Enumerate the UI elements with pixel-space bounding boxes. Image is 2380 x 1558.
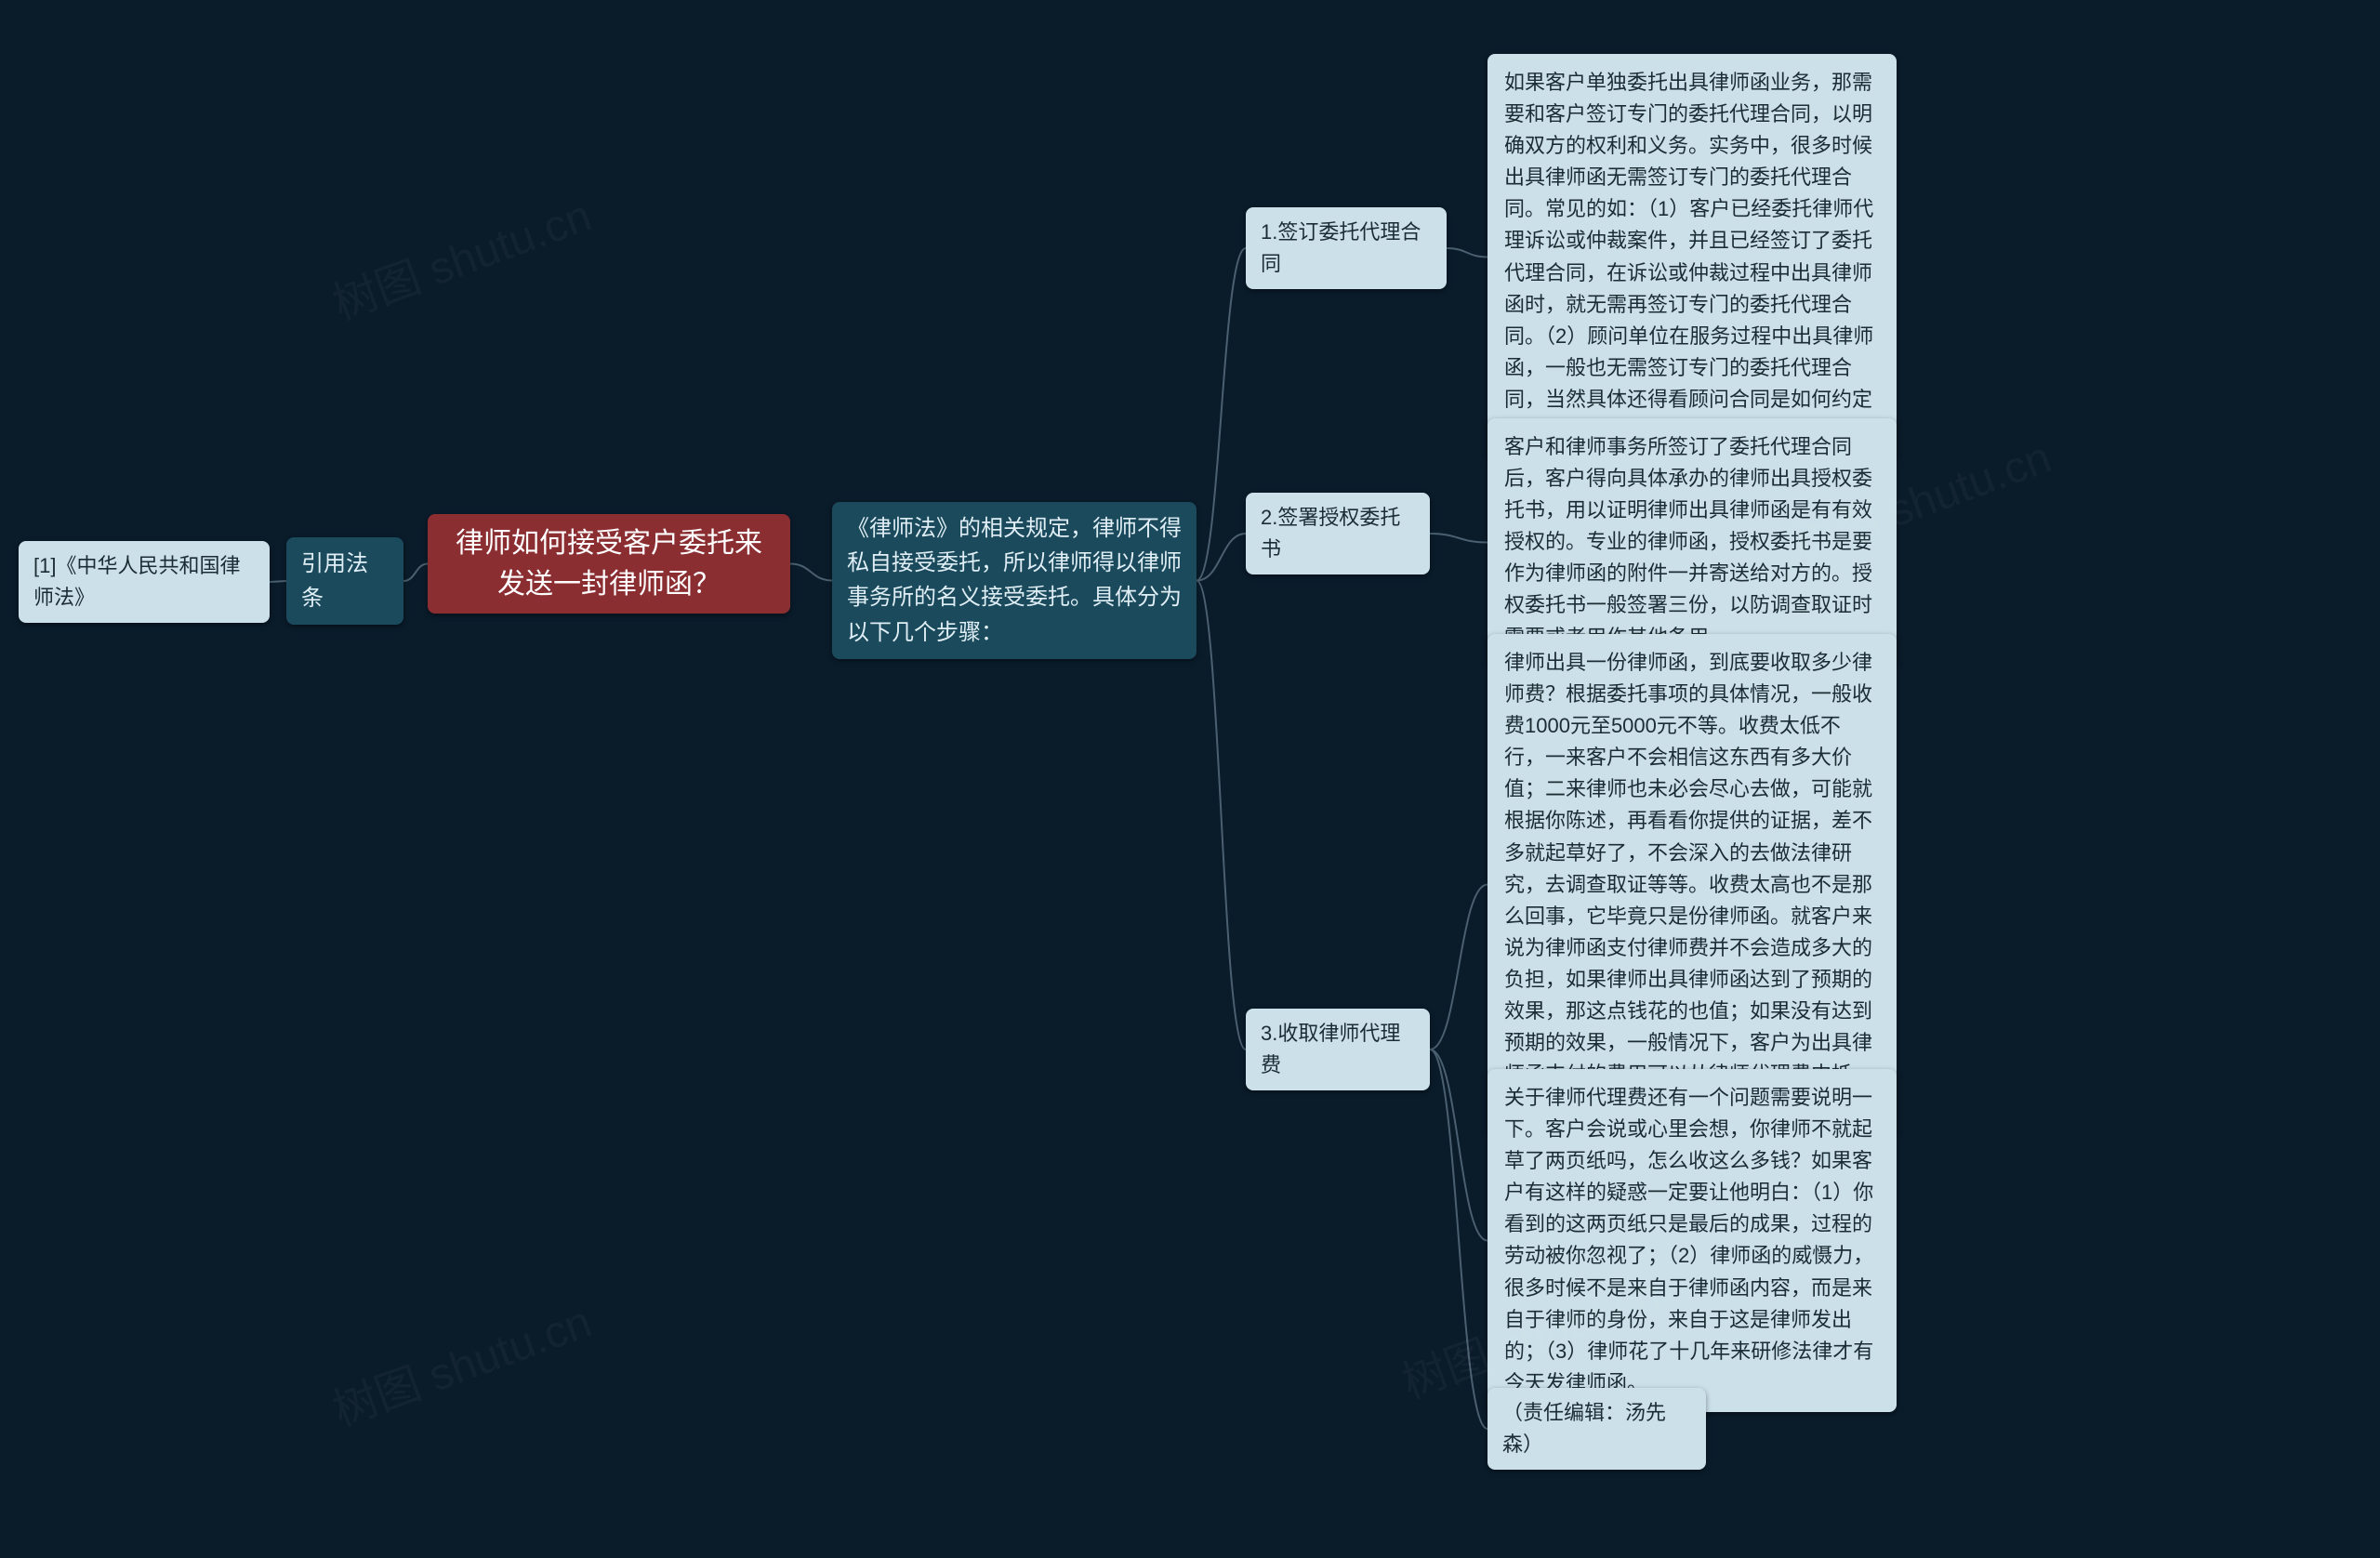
connector: [1197, 248, 1246, 581]
connector: [1430, 534, 1488, 543]
connector: [270, 581, 286, 582]
mindmap-node-step2_detail[interactable]: 客户和律师事务所签订了委托代理合同后，客户得向具体承办的律师出具授权委托书，用以…: [1488, 418, 1897, 667]
mindmap-node-root[interactable]: 律师如何接受客户委托来发送一封律师函？: [428, 514, 790, 614]
mindmap-node-step1[interactable]: 1.签订委托代理合同: [1246, 207, 1447, 289]
mindmap-node-step1_detail[interactable]: 如果客户单独委托出具律师函业务，那需要和客户签订专门的委托代理合同，以明确双方的…: [1488, 54, 1897, 460]
connector: [1447, 248, 1488, 257]
mindmap-node-ref_law[interactable]: [1]《中华人民共和国律师法》: [19, 541, 270, 623]
connector: [1430, 1050, 1488, 1429]
connector: [1197, 581, 1246, 1050]
mindmap-node-step2[interactable]: 2.签署授权委托书: [1246, 493, 1430, 574]
mindmap-connectors: [0, 0, 2380, 1558]
watermark: 树图 shutu.cn: [323, 178, 599, 332]
watermark: 树图 shutu.cn: [323, 1285, 599, 1438]
mindmap-node-intro[interactable]: 《律师法》的相关规定，律师不得私自接受委托，所以律师得以律师事务所的名义接受委托…: [832, 502, 1197, 659]
mindmap-node-step3[interactable]: 3.收取律师代理费: [1246, 1009, 1430, 1090]
mindmap-node-editor[interactable]: （责任编辑：汤先森）: [1488, 1388, 1706, 1470]
connector: [1430, 1050, 1488, 1241]
connector: [1430, 885, 1488, 1050]
mindmap-node-ref_label[interactable]: 引用法条: [286, 537, 403, 625]
connector: [790, 564, 832, 581]
connector: [403, 564, 428, 582]
connector: [1197, 534, 1246, 581]
mindmap-node-step3_detail2[interactable]: 关于律师代理费还有一个问题需要说明一下。客户会说或心里会想，你律师不就起草了两页…: [1488, 1069, 1897, 1412]
mindmap-node-step3_detail1[interactable]: 律师出具一份律师函，到底要收取多少律师费？根据委托事项的具体情况，一般收费100…: [1488, 634, 1897, 1135]
